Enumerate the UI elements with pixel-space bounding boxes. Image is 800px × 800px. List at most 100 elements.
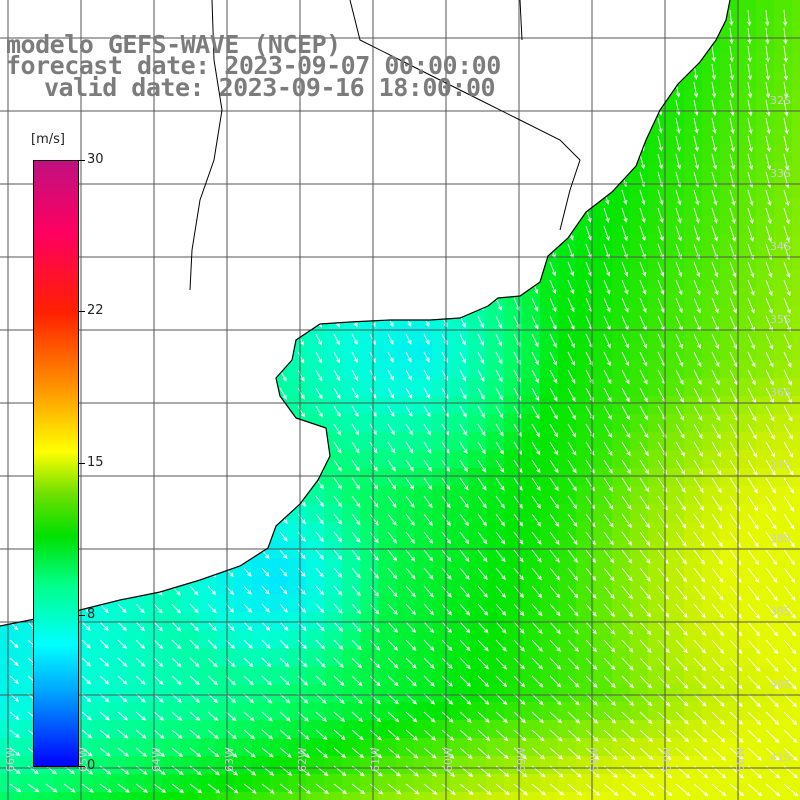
wind-speed-cell: [234, 378, 253, 397]
wind-arrow: [621, 675, 634, 689]
wind-arrow: [477, 333, 484, 347]
wind-arrow: [153, 459, 162, 471]
wind-arrow: [567, 639, 580, 653]
colorbar-tickmark: [79, 311, 85, 312]
wind-speed-cell: [468, 792, 487, 800]
wind-arrow: [621, 729, 635, 743]
wind-speed-cell: [342, 162, 361, 181]
wind-speed-cell: [558, 0, 577, 19]
wind-speed-cell: [792, 630, 800, 649]
wind-arrow: [81, 225, 87, 237]
wind-speed-cell: [756, 468, 775, 487]
wind-speed-cell: [360, 360, 379, 379]
wind-arrow: [423, 153, 429, 168]
wind-arrow: [261, 477, 270, 490]
wind-speed-cell: [252, 270, 271, 289]
wind-speed-cell: [468, 738, 487, 757]
wind-arrow: [585, 603, 597, 617]
wind-speed-cell: [288, 396, 307, 415]
wind-arrow: [135, 189, 141, 202]
wind-arrow: [207, 477, 216, 489]
wind-arrow: [531, 495, 541, 510]
wind-arrow: [207, 297, 214, 310]
wind-speed-cell: [126, 792, 145, 800]
wind-arrow: [603, 369, 612, 385]
wind-arrow: [405, 225, 412, 240]
wind-arrow: [657, 9, 662, 26]
wind-speed-cell: [468, 594, 487, 613]
wind-arrow: [531, 333, 539, 348]
wind-speed-cell: [252, 360, 271, 379]
wind-arrow: [117, 567, 127, 578]
wind-speed-cell: [396, 18, 415, 37]
wind-arrow: [747, 261, 755, 278]
wind-arrow: [639, 495, 650, 511]
wind-arrow: [531, 657, 544, 670]
wind-speed-cell: [126, 216, 145, 235]
wind-arrow: [675, 207, 682, 224]
wind-arrow: [315, 675, 327, 686]
wind-arrow: [243, 135, 249, 149]
wind-speed-cell: [180, 306, 199, 325]
wind-speed-cell: [306, 306, 325, 325]
wind-speed-cell: [540, 306, 559, 325]
wind-arrow: [423, 531, 434, 544]
wind-speed-cell: [630, 522, 649, 541]
wind-arrow: [477, 495, 487, 509]
wind-speed-cell: [576, 450, 595, 469]
wind-arrow: [747, 675, 761, 690]
wind-speed-cell: [234, 324, 253, 343]
wind-speed-cell: [54, 0, 73, 19]
wind-arrow: [333, 639, 344, 650]
wind-arrow: [117, 369, 125, 381]
wind-speed-cell: [144, 360, 163, 379]
wind-speed-cell: [486, 162, 505, 181]
wind-arrow: [765, 423, 775, 440]
wind-speed-cell: [432, 234, 451, 253]
wind-speed-cell: [756, 54, 775, 73]
wind-arrow: [621, 657, 634, 671]
wind-arrow: [621, 621, 634, 635]
wind-speed-cell: [540, 144, 559, 163]
wind-speed-cell: [792, 594, 800, 613]
wind-arrow: [369, 567, 380, 579]
wind-speed-cell: [396, 468, 415, 487]
wind-speed-cell: [108, 216, 127, 235]
wind-arrow: [27, 9, 32, 21]
wind-speed-cell: [36, 0, 55, 19]
wind-speed-cell: [450, 594, 469, 613]
wind-speed-cell: [126, 0, 145, 19]
wind-arrow: [207, 531, 216, 542]
wind-speed-cell: [738, 180, 757, 199]
wind-arrow: [387, 459, 396, 472]
wind-speed-cell: [270, 144, 289, 163]
wind-arrow: [387, 27, 392, 42]
wind-speed-cell: [486, 198, 505, 217]
wind-speed-cell: [756, 216, 775, 235]
wind-speed-cell: [792, 216, 800, 235]
wind-arrow: [117, 351, 124, 363]
wind-speed-cell: [648, 774, 667, 793]
wind-arrow: [171, 711, 183, 721]
wind-speed-cell: [162, 756, 181, 775]
wind-arrow: [243, 117, 249, 131]
wind-speed-cell: [504, 18, 523, 37]
wind-speed-cell: [396, 360, 415, 379]
wind-speed-cell: [126, 774, 145, 793]
wind-speed-cell: [90, 198, 109, 217]
wind-arrow: [9, 171, 15, 183]
wind-speed-cell: [504, 342, 523, 361]
wind-speed-cell: [468, 432, 487, 451]
wind-speed-cell: [216, 702, 235, 721]
wind-arrow: [477, 693, 490, 706]
wind-arrow: [477, 171, 483, 187]
wind-speed-cell: [684, 324, 703, 343]
wind-arrow: [117, 495, 126, 507]
wind-arrow: [117, 9, 122, 22]
wind-speed-cell: [162, 342, 181, 361]
wind-arrow: [711, 603, 724, 619]
wind-speed-cell: [558, 486, 577, 505]
wind-speed-cell: [270, 288, 289, 307]
wind-arrow: [531, 711, 545, 724]
